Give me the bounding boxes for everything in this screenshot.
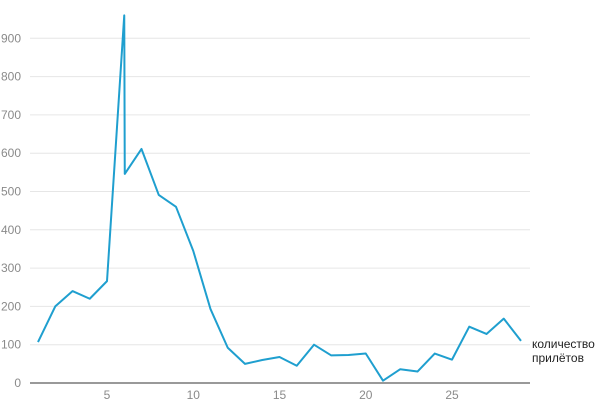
y-tick-label: 900	[1, 31, 21, 45]
series-line	[37, 14, 522, 382]
y-tick-label: 600	[1, 146, 21, 160]
x-axis-ticks: 5 10 15 20 25	[104, 388, 459, 402]
grid-lines	[30, 37, 530, 346]
y-tick-label: 400	[1, 223, 21, 237]
y-tick-label: 0	[14, 376, 21, 390]
y-tick-label: 800	[1, 70, 21, 84]
y-tick-label: 200	[1, 299, 21, 313]
y-tick-label: 100	[1, 338, 21, 352]
x-tick-label: 25	[445, 388, 459, 402]
y-tick-label: 500	[1, 185, 21, 199]
x-tick-label: 5	[104, 388, 111, 402]
legend-label-line-1: количество	[532, 337, 595, 351]
y-tick-label: 700	[1, 108, 21, 122]
x-tick-label: 10	[187, 388, 201, 402]
y-axis-ticks: 0 100 200 300 400 500 600 700 800 900	[1, 31, 21, 390]
legend-label-line-2: прилётов	[532, 351, 584, 365]
series-group	[37, 14, 522, 382]
x-tick-label: 15	[273, 388, 287, 402]
x-tick-label: 20	[359, 388, 373, 402]
y-tick-label: 300	[1, 261, 21, 275]
